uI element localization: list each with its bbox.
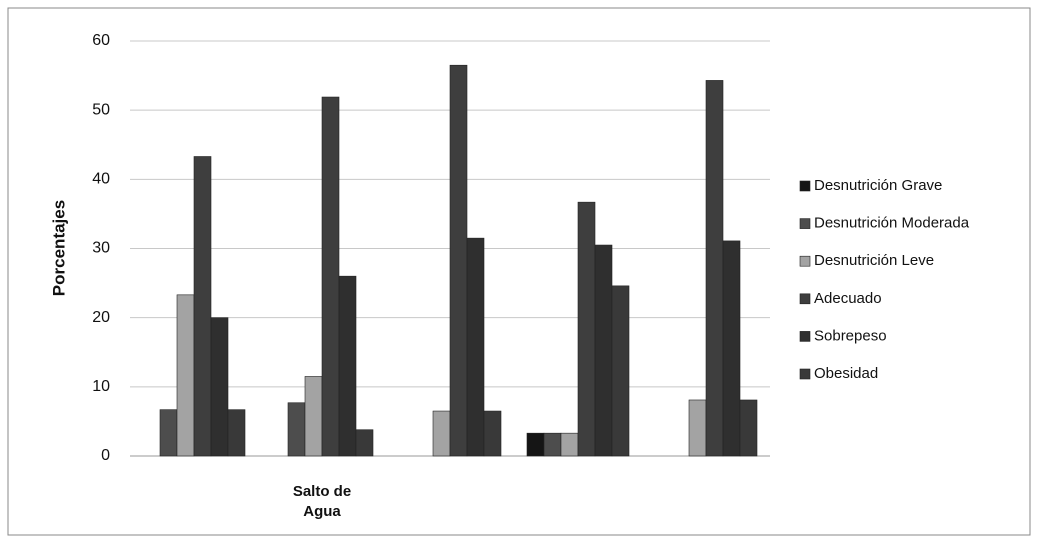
y-axis-label: Porcentajes [49, 200, 68, 296]
bar [210, 317, 229, 457]
legend-swatch [799, 293, 811, 305]
bar [560, 432, 579, 457]
bar [577, 201, 596, 457]
bar [543, 432, 562, 457]
bar [722, 240, 741, 457]
legend-swatch [799, 331, 811, 342]
y-tick-label: 50 [92, 101, 110, 118]
legend-label: Adecuado [814, 290, 882, 307]
y-tick-label: 10 [92, 378, 110, 395]
bar [338, 275, 357, 457]
y-tick-label: 20 [92, 309, 110, 326]
y-tick-label: 40 [92, 171, 110, 188]
bar [526, 432, 545, 457]
legend-label: Sobrepeso [814, 327, 887, 344]
legend-swatch [799, 255, 811, 267]
bar [321, 96, 340, 457]
y-tick-label: 60 [92, 32, 110, 49]
bar [449, 64, 468, 457]
x-tick-label-line: Salto de [293, 483, 351, 500]
bar [355, 429, 374, 457]
bar [483, 410, 502, 457]
x-tick-label: Salto de Agua [293, 483, 351, 520]
bar [466, 237, 485, 457]
bar [594, 244, 613, 457]
bar [193, 156, 212, 457]
legend-swatch [799, 218, 811, 229]
y-tick-label: 0 [101, 447, 110, 464]
bar [287, 402, 306, 457]
y-tick-label: 30 [92, 240, 110, 257]
bar [432, 410, 451, 457]
legend-swatch [799, 368, 811, 380]
legend-label: Obesidad [814, 365, 878, 382]
bar [611, 285, 630, 457]
bar [159, 409, 178, 457]
legend-label: Desnutrición Moderada [814, 215, 970, 232]
bar [705, 80, 724, 457]
legend-label: Desnutrición Leve [814, 252, 934, 269]
bar [176, 294, 195, 457]
legend-label: Desnutrición Grave [814, 177, 942, 194]
bar [304, 376, 323, 457]
legend-swatch [799, 180, 811, 192]
bar [688, 399, 707, 457]
x-tick-label-line: Agua [303, 503, 341, 520]
bar [227, 409, 246, 457]
bar [739, 399, 758, 457]
